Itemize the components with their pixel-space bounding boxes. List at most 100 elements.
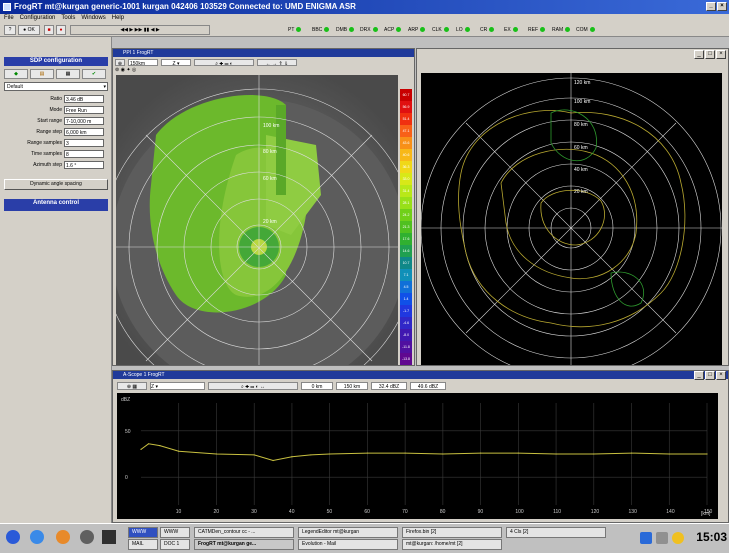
workspace-1[interactable]: WWW	[128, 527, 158, 538]
open-icon[interactable]: ▤	[30, 69, 54, 79]
close-button[interactable]: ×	[717, 2, 727, 11]
menu-file[interactable]: File	[4, 15, 14, 21]
playback-controls[interactable]: ◀◀ ▶ ▶▶ ▮▮ ◀ ▶	[70, 25, 210, 35]
ppi-nav-tools[interactable]: ← → ⇑ ⇓	[257, 58, 297, 67]
notification-icon[interactable]	[672, 532, 684, 544]
contour-range-label: 80 km	[574, 122, 588, 128]
clock[interactable]: 15:03	[696, 530, 727, 544]
series-point	[140, 448, 142, 450]
ascope-zoom-tools[interactable]: ⌕ ✚ ▭ ◐ ↔	[208, 381, 298, 390]
value-min-field[interactable]: 32.4 dBZ	[371, 381, 407, 390]
ppi-title: PPI 1 FrogRT	[113, 49, 414, 57]
taskbar-task[interactable]: 4 Cls [2]	[506, 527, 606, 538]
status-indicator: EX	[504, 26, 518, 34]
contour-lines	[458, 110, 686, 328]
config-field-input[interactable]: 3	[64, 139, 104, 147]
antenna-control-collapsed	[4, 208, 108, 211]
ascope-close-button[interactable]: ×	[716, 371, 726, 380]
chevron-down-icon: ▾	[103, 84, 106, 90]
workspace-2[interactable]: WWW	[160, 527, 190, 538]
dynamic-angle-spacing-button[interactable]: Dynamic angle spacing	[4, 179, 108, 190]
menu-tools[interactable]: Tools	[61, 15, 76, 21]
config-field-input[interactable]: 1.6 °	[64, 161, 104, 169]
status-indicator-label: REF	[528, 27, 538, 33]
browser-icon[interactable]	[30, 530, 44, 544]
product-select[interactable]: Z ▾	[161, 58, 191, 67]
app-icon	[3, 3, 11, 11]
record-icon[interactable]: ●	[56, 25, 66, 35]
series-point	[517, 452, 519, 454]
taskbar-task-active[interactable]: FrogRT mt@kurgan ge...	[194, 539, 294, 550]
taskbar-task[interactable]: CATMDen_contour cc - ...	[194, 527, 294, 538]
menu-configuration[interactable]: Configuration	[19, 15, 56, 21]
colorbar-label: 31.4	[400, 185, 412, 197]
contour-maximize-button[interactable]: □	[705, 50, 715, 59]
x-tick-label: 140	[666, 509, 675, 515]
range-min-field[interactable]: 0 km	[301, 381, 333, 390]
save-icon[interactable]: ▦	[56, 69, 80, 79]
minimize-button[interactable]: _	[706, 2, 716, 11]
ppi-range-label: 60 km	[263, 176, 277, 182]
contour-minimize-button[interactable]: _	[694, 50, 704, 59]
status-indicator-label: DMB	[336, 27, 348, 33]
menu-help[interactable]: Help	[111, 15, 125, 21]
start-menu-icon[interactable]	[6, 530, 20, 544]
colorbar-label: -1.7	[400, 305, 412, 317]
contour-lines-green	[550, 109, 644, 307]
network-icon[interactable]	[640, 532, 652, 544]
ascope-window-controls: _ □ ×	[694, 371, 726, 380]
ascope-window: A-Scope 1 FrogRT _ □ × ⊕ ▦ Z ▾ ⌕ ✚ ▭ ◐ ↔…	[112, 370, 729, 523]
range-max-field[interactable]: 150 km	[336, 381, 368, 390]
taskbar-task[interactable]: mt@kurgan: /home/mt [2]	[402, 539, 502, 550]
x-tick-label: 20	[213, 509, 219, 515]
preset-select[interactable]: Default ▾	[4, 82, 108, 91]
load-icon[interactable]: ◆	[4, 69, 28, 79]
ascope-product-select[interactable]: Z ▾	[150, 381, 205, 390]
menu-windows[interactable]: Windows	[81, 15, 106, 21]
taskbar-task[interactable]: Firefox.bin [2]	[402, 527, 502, 538]
colorbar-label: 43.6	[400, 137, 412, 149]
taskbar: WWW WWW MAIL DOC 1 CATMDen_contour cc - …	[0, 523, 729, 553]
config-field-input[interactable]: Free Run	[64, 106, 104, 114]
stop-icon[interactable]: ■	[44, 25, 54, 35]
help-icon[interactable]: ?	[4, 25, 16, 35]
antenna-control-header[interactable]: Antenna control	[4, 199, 108, 208]
pin-icon[interactable]: ⊕	[115, 58, 125, 67]
ppi-range-label: 20 km	[263, 219, 277, 225]
config-field-input[interactable]: 8	[64, 150, 104, 158]
series-point	[147, 443, 150, 445]
ascope-minimize-button[interactable]: _	[694, 371, 704, 380]
workspace-4[interactable]: DOC 1	[160, 539, 190, 550]
taskbar-task[interactable]: Evolution - Mail	[298, 539, 398, 550]
x-tick-label: 90	[478, 509, 484, 515]
firefox-icon[interactable]	[56, 530, 70, 544]
preset-value: Default	[7, 84, 23, 90]
config-field-input[interactable]: 6,000 km	[64, 128, 104, 136]
workspace-3[interactable]: MAIL	[128, 539, 158, 550]
ascope-plot[interactable]: dBZ 50 0 10 20 30 40 50 60 70 80 90 100 110 120 130 14…	[117, 393, 718, 519]
ascope-pin-icon[interactable]: ⊕ ▦	[117, 381, 147, 390]
x-tick-label: 130	[629, 509, 638, 515]
apply-icon[interactable]: ✔	[82, 69, 106, 79]
connect-button[interactable]: ● OK	[18, 25, 40, 35]
terminal-icon[interactable]	[102, 530, 116, 544]
ascope-maximize-button[interactable]: □	[705, 371, 715, 380]
series-point	[668, 453, 670, 455]
status-led-icon	[512, 27, 518, 33]
contour-close-button[interactable]: ×	[716, 50, 726, 59]
taskbar-task[interactable]: LegendEditor mt@kurgan	[298, 527, 398, 538]
config-field-input[interactable]: 3.46 dB	[64, 95, 104, 103]
ppi-zoom-tools[interactable]: ⌕ ✚ ▭ ◐	[194, 58, 254, 67]
config-field-input[interactable]: 7-10,000 m	[64, 117, 104, 125]
value-max-field[interactable]: 49.6 dBZ	[410, 381, 446, 390]
contour-radar-image[interactable]: 120 km 100 km 80 km 60 km 40 km 20 km	[421, 73, 722, 365]
series-point	[310, 454, 312, 456]
menu-bar: File Configuration Tools Windows Help	[0, 14, 729, 23]
range-select[interactable]: 150km	[128, 58, 158, 67]
colorbar-label: 28.1	[400, 197, 412, 209]
ppi-radar-image[interactable]: 100 km 80 km 60 km 20 km	[116, 75, 398, 365]
settings-icon[interactable]	[80, 530, 94, 544]
volume-icon[interactable]	[656, 532, 668, 544]
status-led-icon	[443, 27, 449, 33]
ppi-view-tools[interactable]: ⊚ ◉ ✦ ◎	[115, 67, 137, 73]
